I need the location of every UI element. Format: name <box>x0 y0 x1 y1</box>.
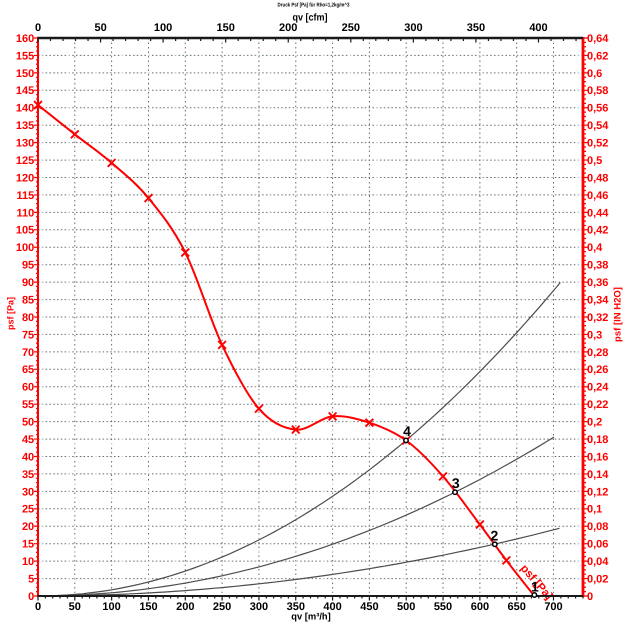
svg-text:0,02: 0,02 <box>587 574 608 586</box>
svg-text:30: 30 <box>22 486 34 498</box>
svg-text:35: 35 <box>22 469 34 481</box>
svg-text:20: 20 <box>22 521 34 533</box>
svg-text:10: 10 <box>22 556 34 568</box>
svg-text:110: 110 <box>16 207 34 219</box>
svg-text:90: 90 <box>22 277 34 289</box>
svg-text:150: 150 <box>139 601 157 613</box>
svg-text:0,24: 0,24 <box>587 382 609 394</box>
svg-text:0,54: 0,54 <box>587 120 609 132</box>
svg-text:0,5: 0,5 <box>587 155 602 167</box>
svg-text:qv [m³/h]: qv [m³/h] <box>291 612 331 623</box>
svg-text:115: 115 <box>16 190 34 202</box>
svg-text:0,62: 0,62 <box>587 50 608 62</box>
svg-text:50: 50 <box>94 22 106 34</box>
svg-text:0,2: 0,2 <box>587 417 602 429</box>
svg-text:0,32: 0,32 <box>587 312 608 324</box>
svg-text:0,08: 0,08 <box>587 521 608 533</box>
svg-text:105: 105 <box>16 225 34 237</box>
svg-text:130: 130 <box>16 138 34 150</box>
svg-text:0,38: 0,38 <box>587 260 608 272</box>
svg-text:200: 200 <box>279 22 297 34</box>
svg-text:0,26: 0,26 <box>587 364 608 376</box>
svg-text:125: 125 <box>16 155 34 167</box>
svg-text:450: 450 <box>360 601 378 613</box>
svg-text:100: 100 <box>102 601 120 613</box>
svg-text:50: 50 <box>69 601 81 613</box>
svg-text:160: 160 <box>16 33 34 45</box>
svg-text:0,56: 0,56 <box>587 103 608 115</box>
svg-text:85: 85 <box>22 295 34 307</box>
svg-text:65: 65 <box>22 364 34 376</box>
svg-text:0,58: 0,58 <box>587 85 608 97</box>
svg-text:15: 15 <box>22 539 34 551</box>
svg-text:0,16: 0,16 <box>587 451 608 463</box>
svg-text:250: 250 <box>213 601 231 613</box>
svg-text:600: 600 <box>471 601 489 613</box>
svg-text:50: 50 <box>22 417 34 429</box>
svg-text:135: 135 <box>16 120 34 132</box>
svg-text:80: 80 <box>22 312 34 324</box>
svg-text:qv [cfm]: qv [cfm] <box>293 12 328 23</box>
svg-text:0,06: 0,06 <box>587 539 608 551</box>
svg-text:0,44: 0,44 <box>587 207 609 219</box>
svg-text:0,42: 0,42 <box>587 225 608 237</box>
svg-text:75: 75 <box>22 329 34 341</box>
svg-text:250: 250 <box>342 22 360 34</box>
svg-text:45: 45 <box>22 434 34 446</box>
svg-text:5: 5 <box>28 574 34 586</box>
svg-text:psf [IN H2O]: psf [IN H2O] <box>612 287 623 342</box>
svg-text:200: 200 <box>176 601 194 613</box>
svg-text:3: 3 <box>452 475 460 491</box>
svg-text:120: 120 <box>16 172 34 184</box>
svg-text:0,18: 0,18 <box>587 434 608 446</box>
svg-text:350: 350 <box>467 22 485 34</box>
svg-text:0: 0 <box>587 591 593 603</box>
svg-text:150: 150 <box>217 22 235 34</box>
svg-text:0,46: 0,46 <box>587 190 608 202</box>
svg-text:2: 2 <box>491 528 499 544</box>
svg-text:0,64: 0,64 <box>587 33 609 45</box>
svg-text:Druck Psf [Pa] für Rho=1,2kg/m: Druck Psf [Pa] für Rho=1,2kg/m^3 <box>278 3 350 9</box>
svg-text:155: 155 <box>16 50 34 62</box>
svg-text:400: 400 <box>323 601 341 613</box>
svg-text:0,52: 0,52 <box>587 138 608 150</box>
svg-text:400: 400 <box>529 22 547 34</box>
svg-text:4: 4 <box>403 423 411 439</box>
svg-text:140: 140 <box>16 103 34 115</box>
svg-text:100: 100 <box>154 22 172 34</box>
svg-text:40: 40 <box>22 451 34 463</box>
svg-text:55: 55 <box>22 399 34 411</box>
svg-text:0,14: 0,14 <box>587 469 609 481</box>
svg-text:0,4: 0,4 <box>587 242 603 254</box>
svg-text:0,1: 0,1 <box>587 504 602 516</box>
svg-text:0,36: 0,36 <box>587 277 608 289</box>
svg-text:500: 500 <box>397 601 415 613</box>
svg-text:0,34: 0,34 <box>587 295 609 307</box>
svg-text:0,22: 0,22 <box>587 399 608 411</box>
svg-text:95: 95 <box>22 260 34 272</box>
svg-text:psf [Pa]: psf [Pa] <box>5 297 15 330</box>
svg-text:0: 0 <box>28 591 34 603</box>
svg-text:550: 550 <box>434 601 452 613</box>
svg-text:350: 350 <box>287 601 305 613</box>
svg-text:100: 100 <box>16 242 34 254</box>
svg-text:60: 60 <box>22 382 34 394</box>
svg-text:700: 700 <box>544 601 562 613</box>
svg-text:70: 70 <box>22 347 34 359</box>
svg-text:300: 300 <box>404 22 422 34</box>
svg-text:650: 650 <box>508 601 526 613</box>
svg-text:0: 0 <box>35 601 41 613</box>
svg-text:0,04: 0,04 <box>587 556 609 568</box>
svg-text:300: 300 <box>250 601 268 613</box>
svg-text:0,3: 0,3 <box>587 329 602 341</box>
svg-text:0,48: 0,48 <box>587 172 608 184</box>
svg-text:0,12: 0,12 <box>587 486 608 498</box>
svg-text:150: 150 <box>16 68 34 80</box>
svg-text:25: 25 <box>22 504 34 516</box>
svg-text:0,6: 0,6 <box>587 68 602 80</box>
svg-text:145: 145 <box>16 85 34 97</box>
svg-text:0,28: 0,28 <box>587 347 608 359</box>
svg-text:0: 0 <box>35 22 41 34</box>
svg-text:1: 1 <box>531 579 539 595</box>
